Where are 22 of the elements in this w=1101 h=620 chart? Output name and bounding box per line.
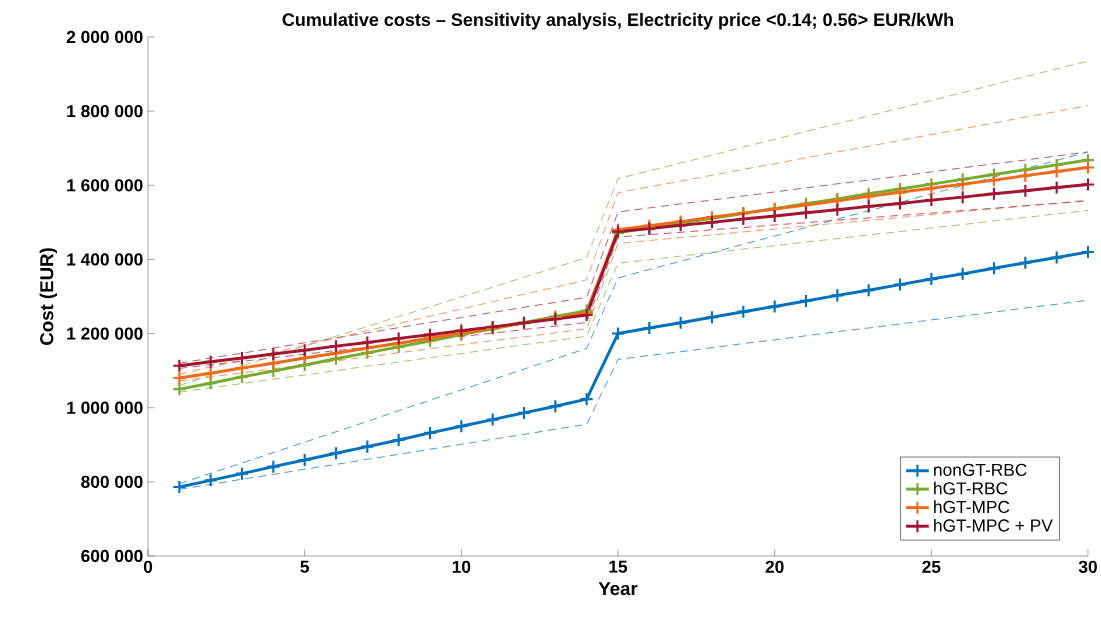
y-tick-label: 1 000 000 [67,401,143,414]
x-tick-label: 0 [143,560,153,573]
y-tick-label: 800 000 [81,475,143,488]
y-tick-label: 2 000 000 [66,30,143,44]
x-tick-label: 30 [1078,560,1097,573]
legend-label: hGT-MPC + PV [934,518,1053,532]
legend-label: hGT-MPC [934,500,1010,514]
legend-label: nonGT-RBC [934,463,1027,476]
y-axis-title: Cost (EUR) [39,248,58,345]
x-tick-label: 25 [922,560,941,573]
y-tick-label: 1 200 000 [67,327,143,340]
y-tick-label: 1 400 000 [67,253,143,266]
x-tick-label: 5 [300,560,310,573]
x-axis-title: Year [598,582,638,596]
y-tick-label: 1 800 000 [67,104,143,118]
legend-label: hGT-RBC [934,481,1008,495]
y-tick-label: 600 000 [81,549,143,563]
x-tick-label: 10 [452,560,471,573]
chart-title: Cumulative costs – Sensitivity analysis, Electricity price <0.14; 0.56> EUR/kWh [282,12,953,30]
x-tick-label: 20 [765,560,784,573]
x-tick-label: 15 [609,560,628,573]
y-tick-label: 1 600 000 [67,179,143,192]
